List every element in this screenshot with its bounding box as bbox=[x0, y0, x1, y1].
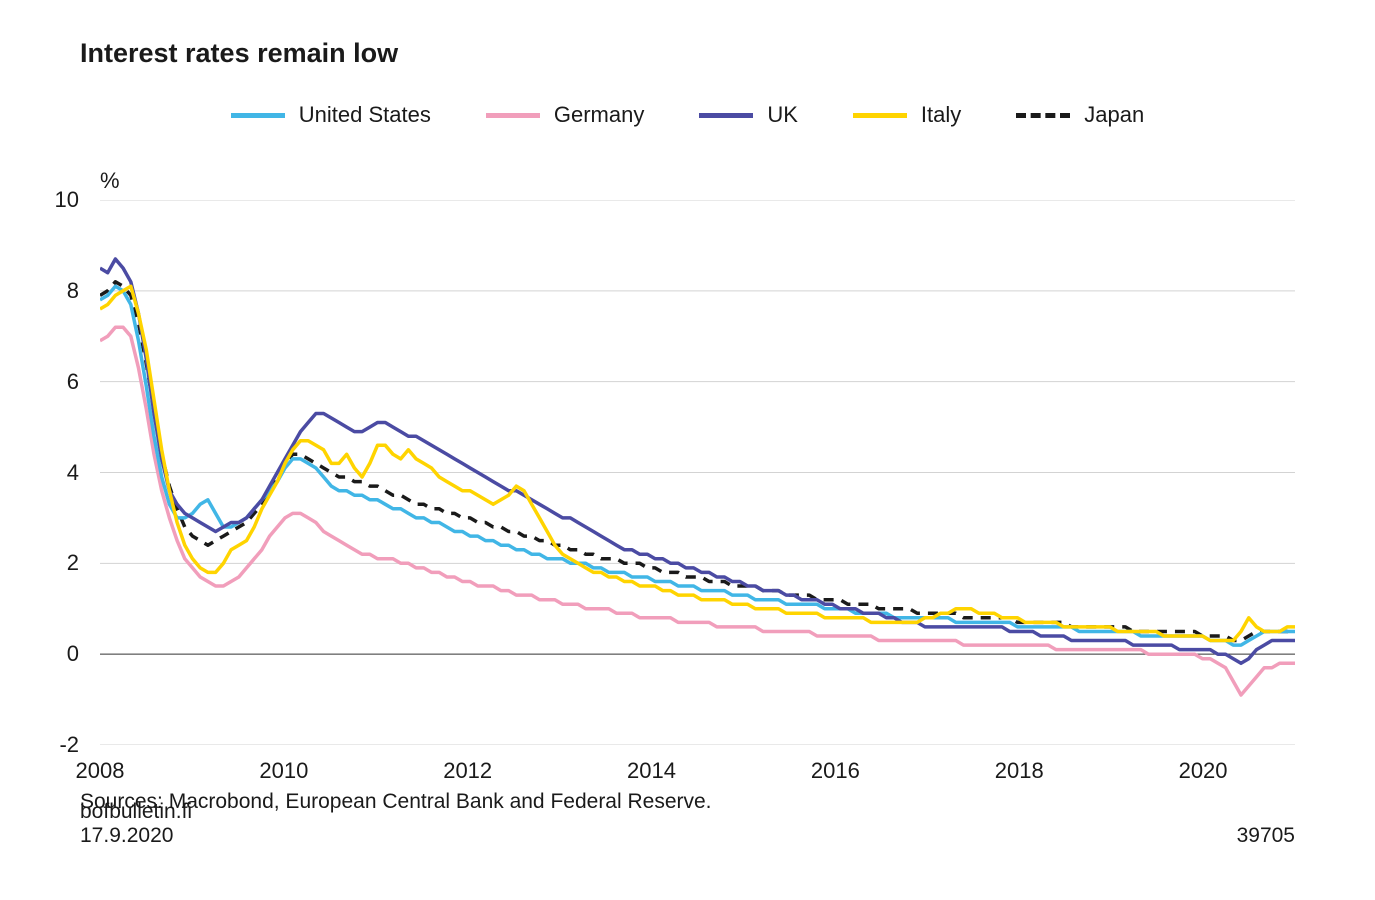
legend-item-italy: Italy bbox=[853, 102, 961, 128]
y-tick-label: 4 bbox=[39, 460, 79, 486]
y-tick-label: 0 bbox=[39, 641, 79, 667]
legend-item-us: United States bbox=[231, 102, 431, 128]
chart-plot-area bbox=[100, 200, 1295, 745]
legend-label: United States bbox=[299, 102, 431, 128]
legend-item-japan: Japan bbox=[1016, 102, 1144, 128]
legend-swatch bbox=[853, 113, 907, 118]
y-axis-label: % bbox=[100, 168, 120, 194]
legend-label: Italy bbox=[921, 102, 961, 128]
legend-item-uk: UK bbox=[699, 102, 798, 128]
legend-swatch bbox=[486, 113, 540, 118]
y-tick-label: 8 bbox=[39, 278, 79, 304]
legend-swatch bbox=[1016, 113, 1070, 118]
x-tick-label: 2018 bbox=[995, 758, 1044, 784]
legend-label: UK bbox=[767, 102, 798, 128]
x-tick-label: 2014 bbox=[627, 758, 676, 784]
y-tick-label: -2 bbox=[39, 732, 79, 758]
legend-swatch bbox=[699, 113, 753, 118]
legend-label: Germany bbox=[554, 102, 644, 128]
legend-item-germany: Germany bbox=[486, 102, 644, 128]
y-tick-label: 10 bbox=[39, 187, 79, 213]
x-tick-label: 2012 bbox=[443, 758, 492, 784]
x-tick-label: 2020 bbox=[1179, 758, 1228, 784]
y-tick-label: 6 bbox=[39, 369, 79, 395]
legend-swatch bbox=[231, 113, 285, 118]
footnote-date: 17.9.2020 bbox=[80, 824, 173, 847]
series-uk bbox=[100, 259, 1295, 663]
chart-title: Interest rates remain low bbox=[80, 38, 398, 69]
y-tick-label: 2 bbox=[39, 550, 79, 576]
x-tick-label: 2016 bbox=[811, 758, 860, 784]
legend: United States Germany UK Italy Japan bbox=[0, 102, 1375, 128]
x-tick-label: 2010 bbox=[259, 758, 308, 784]
site-name: bofbulletin.fi bbox=[80, 800, 192, 823]
figure-id: 39705 bbox=[1237, 824, 1295, 848]
x-tick-label: 2008 bbox=[76, 758, 125, 784]
legend-label: Japan bbox=[1084, 102, 1144, 128]
site-footnote: bofbulletin.fi 17.9.2020 bbox=[80, 800, 192, 848]
